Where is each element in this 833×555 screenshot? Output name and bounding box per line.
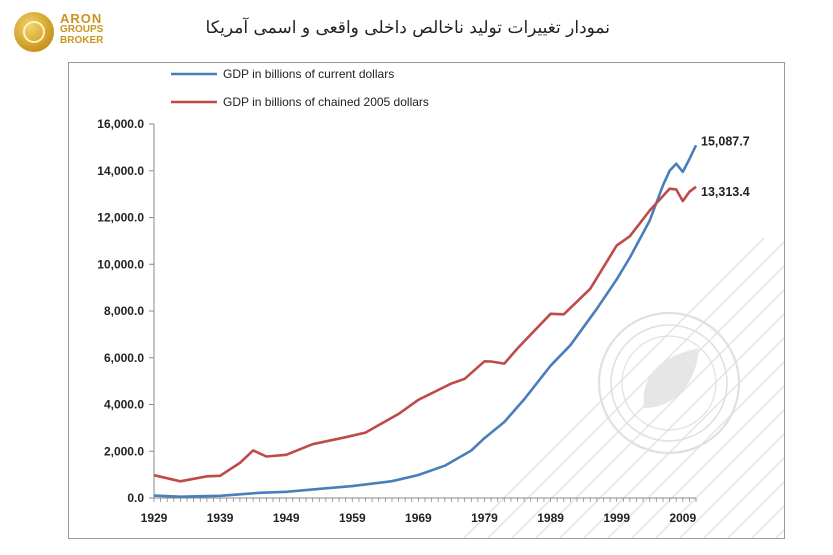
y-tick-label: 4,000.0 — [104, 398, 144, 412]
watermark-hatch — [655, 409, 784, 538]
legend-label-2: GDP in billions of chained 2005 dollars — [223, 95, 429, 109]
watermark-hatch — [559, 313, 784, 538]
y-tick-label: 2,000.0 — [104, 444, 144, 458]
legend-label-1: GDP in billions of current dollars — [223, 67, 394, 81]
y-tick-label: 0.0 — [127, 491, 144, 505]
watermark-hatch — [583, 337, 784, 538]
y-tick-label: 16,000.0 — [97, 117, 144, 131]
chart-frame: 0.0 2,000.0 4,000.0 6,000.0 8,000.0 10,000.0 1… — [68, 62, 785, 539]
x-tick-label: 1979 — [471, 511, 498, 525]
x-tick-label: 1989 — [537, 511, 564, 525]
watermark-hatch — [487, 241, 784, 538]
watermark-hatch — [607, 361, 784, 538]
brand-line-3: BROKER — [60, 35, 104, 46]
watermark-hatch — [631, 385, 784, 538]
x-tick-label: 1999 — [603, 511, 630, 525]
watermark-hatch — [535, 289, 784, 538]
y-tick-label: 12,000.0 — [97, 211, 144, 225]
brand-logo-icon — [14, 12, 54, 52]
page-title: نمودار تغییرات تولید ناخالص داخلی واقعی … — [205, 18, 610, 38]
gdp-line-chart: 0.0 2,000.0 4,000.0 6,000.0 8,000.0 10,000.0 1… — [97, 67, 784, 538]
x-tick-label: 1959 — [339, 511, 366, 525]
y-tick-label: 8,000.0 — [104, 304, 144, 318]
brand-logo: ARON GROUPS BROKER — [14, 12, 164, 58]
x-tick-label: 1949 — [273, 511, 300, 525]
x-tick-label: 1939 — [207, 511, 234, 525]
x-tick-label: 1969 — [405, 511, 432, 525]
watermark-leaf-icon — [597, 311, 741, 455]
series-end-label-2: 13,313.4 — [701, 185, 750, 199]
watermark-hatch — [463, 237, 765, 538]
brand-logo-text: ARON GROUPS BROKER — [60, 11, 104, 46]
y-tick-label: 10,000.0 — [97, 257, 144, 271]
watermark-hatch — [727, 481, 784, 538]
y-tick-label: 6,000.0 — [104, 351, 144, 365]
series-line-2 — [153, 185, 697, 483]
watermark-hatch — [703, 457, 784, 538]
watermark-hatch — [751, 505, 784, 538]
watermark-hatch — [679, 433, 784, 538]
y-tick-label: 14,000.0 — [97, 164, 144, 178]
series-line-1 — [153, 144, 698, 498]
x-tick-label: 1929 — [141, 511, 168, 525]
x-tick-label: 2009 — [669, 511, 696, 525]
brand-line-2: GROUPS — [60, 24, 104, 35]
series-end-label-1: 15,087.7 — [701, 134, 750, 148]
brand-line-1: ARON — [60, 11, 103, 26]
